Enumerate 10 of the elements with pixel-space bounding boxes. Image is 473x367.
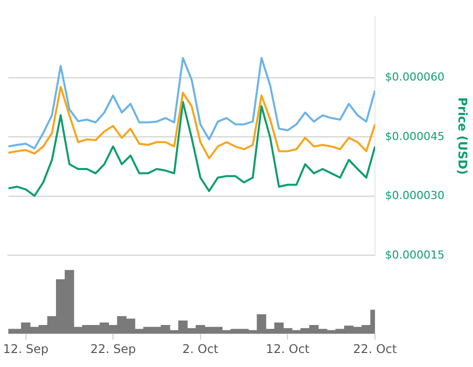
x-tick-label: 12. Sep xyxy=(3,342,49,356)
x-tick-label: 22. Sep xyxy=(90,342,136,356)
y-axis-title: Price (USD) xyxy=(456,97,470,175)
x-tick-label: 12. Oct xyxy=(266,342,310,356)
y-tick-label: $0.000015 xyxy=(385,248,444,262)
y-tick-label: $0.000060 xyxy=(385,70,444,84)
y-tick-label: $0.000030 xyxy=(385,189,444,202)
y-tick-label: $0.000045 xyxy=(385,130,444,143)
x-tick-label: 2. Oct xyxy=(182,342,219,356)
x-tick-label: 22. Oct xyxy=(353,342,398,356)
